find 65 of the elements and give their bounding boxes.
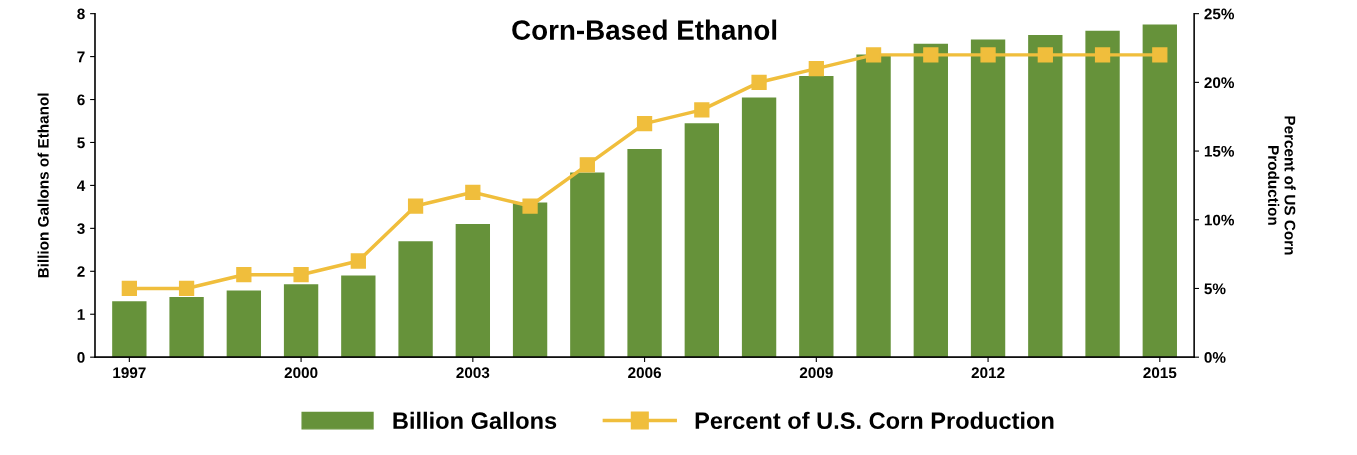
y-tick-label: 2 [77,266,85,277]
legend-label: Billion Gallons [393,411,557,430]
y2-tick-label: 25% [1204,8,1235,20]
x-tick-label: 2003 [456,367,490,379]
point [1037,47,1053,63]
x-tick-label: 2006 [628,367,662,379]
y2-tick-label: 15% [1204,145,1235,157]
point [350,253,366,269]
bar [169,297,204,358]
bar [283,284,319,358]
point [178,280,195,297]
point [808,60,824,77]
bar [627,148,662,358]
point [980,47,996,63]
y-tick-label: 6 [77,94,85,106]
x-tick-label: 2012 [971,367,1005,379]
bar [741,97,777,358]
bar [1142,24,1177,358]
point [694,102,710,118]
y-tick-label: 8 [77,8,85,20]
x-tick-label: 2000 [284,367,318,379]
bar [226,290,262,358]
y-tick-label: 7 [77,51,85,63]
point [751,74,767,90]
y-axis-title: Billion Gallons of Ethanol [37,93,49,278]
x-tick-label: 2015 [1143,367,1177,379]
x-tick-label: 1997 [113,367,146,379]
point [636,115,653,132]
bar [512,202,548,358]
bar [1085,30,1120,358]
bar [112,301,147,358]
bar [570,172,605,358]
bar [684,123,719,358]
bar [398,241,433,358]
y-tick-label: 3 [77,223,85,235]
point [923,47,939,63]
point [465,184,481,200]
bar [856,54,891,358]
x-tick-label: 2009 [799,367,833,379]
point [1094,47,1111,63]
y-tick-label: 0 [77,352,85,363]
point [522,198,538,214]
legend-label: Percent of U.S. Corn Production [695,411,1054,430]
point [407,198,424,214]
point [579,157,595,173]
y-tick-label: 5 [77,137,85,149]
y2-axis-title: Percent of US Corn Production [1268,116,1296,255]
bar [913,43,948,358]
point [121,280,137,297]
y-tick-label: 4 [77,180,86,191]
point [293,267,309,283]
bar [341,275,376,358]
y-tick-label: 1 [77,309,85,320]
y2-tick-label: 0% [1204,352,1226,363]
y2-tick-label: 20% [1204,77,1235,89]
point [1152,47,1168,63]
point [865,47,882,63]
y2-tick-label: 5% [1204,283,1226,295]
bar [455,224,490,358]
y2-tick-label: 10% [1204,214,1235,226]
bar [799,75,834,358]
point [236,267,252,283]
chart-title: Corn-Based Ethanol [512,19,777,40]
bar [1028,35,1063,358]
bar [970,39,1006,358]
